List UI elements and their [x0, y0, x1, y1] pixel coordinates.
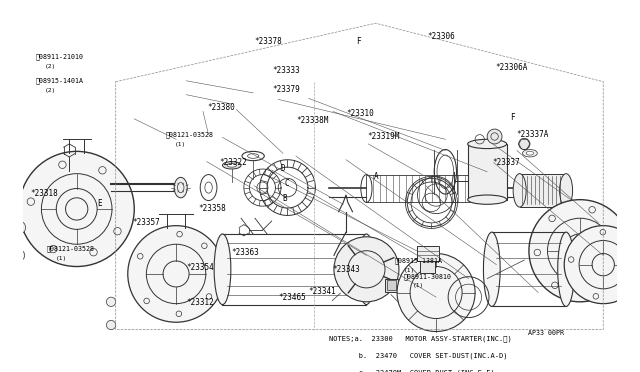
Text: *23380: *23380: [207, 103, 235, 112]
Text: Ⓦ08915-1381A: Ⓦ08915-1381A: [394, 257, 442, 264]
Text: Ⓦ08915-1401A: Ⓦ08915-1401A: [36, 78, 84, 84]
Text: NOTES;a.  23300   MOTOR ASSY-STARTER(INC.⑥): NOTES;a. 23300 MOTOR ASSY-STARTER(INC.⑥): [329, 335, 511, 342]
Circle shape: [13, 221, 26, 234]
Text: *23318: *23318: [30, 189, 58, 198]
Text: *23379: *23379: [273, 85, 300, 94]
Text: *23343: *23343: [332, 265, 360, 274]
Text: *23465: *23465: [278, 293, 306, 302]
Text: AP33 00PR: AP33 00PR: [528, 330, 564, 336]
Ellipse shape: [559, 174, 573, 207]
Text: c.  23470M  COVER DUST (INC.E,F): c. 23470M COVER DUST (INC.E,F): [329, 370, 495, 372]
Circle shape: [397, 253, 475, 331]
Text: *23306A: *23306A: [495, 63, 528, 72]
Text: Ⓝ08911-30810: Ⓝ08911-30810: [403, 273, 451, 280]
Text: *23310: *23310: [347, 109, 374, 119]
Text: *23358: *23358: [198, 205, 226, 214]
Text: Ⓑ08121-03528: Ⓑ08121-03528: [166, 131, 214, 138]
Text: (2): (2): [45, 64, 56, 69]
Text: (2): (2): [45, 88, 56, 93]
Circle shape: [487, 129, 502, 144]
Text: Ⓝ08911-21010: Ⓝ08911-21010: [36, 54, 84, 60]
Ellipse shape: [557, 232, 575, 307]
Text: *23312: *23312: [186, 298, 214, 307]
Text: *23337: *23337: [492, 158, 520, 167]
Text: *23357: *23357: [132, 218, 161, 227]
Bar: [385, 279, 398, 292]
Text: *23378: *23378: [255, 37, 282, 46]
Bar: [420, 260, 435, 273]
Ellipse shape: [214, 234, 231, 305]
Text: E: E: [97, 199, 102, 208]
Bar: [417, 246, 439, 261]
Circle shape: [529, 200, 631, 302]
Text: (1): (1): [56, 256, 67, 260]
Circle shape: [19, 151, 134, 266]
Text: F: F: [510, 113, 515, 122]
Text: (1): (1): [413, 283, 424, 288]
Text: (1): (1): [175, 141, 186, 147]
Text: Ⓑ08121-03528: Ⓑ08121-03528: [47, 246, 95, 252]
Ellipse shape: [483, 232, 500, 307]
Circle shape: [636, 269, 640, 279]
Ellipse shape: [526, 151, 534, 155]
Circle shape: [334, 237, 399, 302]
Bar: [520, 174, 566, 207]
Ellipse shape: [468, 195, 507, 204]
Circle shape: [128, 226, 225, 322]
Text: *23363: *23363: [231, 248, 259, 257]
Text: D: D: [280, 164, 285, 173]
Circle shape: [13, 250, 25, 261]
Ellipse shape: [174, 177, 188, 198]
Text: *23354: *23354: [186, 263, 214, 272]
Bar: [468, 144, 507, 200]
Text: A: A: [374, 172, 378, 181]
Text: *23322: *23322: [219, 158, 246, 167]
Text: F: F: [356, 37, 360, 46]
Ellipse shape: [358, 234, 375, 305]
Text: b.  23470   COVER SET-DUST(INC.A-D): b. 23470 COVER SET-DUST(INC.A-D): [329, 352, 508, 359]
Text: *23341: *23341: [308, 288, 336, 296]
Ellipse shape: [513, 174, 526, 207]
Bar: [367, 174, 478, 202]
Text: *23337A: *23337A: [516, 130, 548, 139]
Bar: [387, 280, 396, 290]
Text: C: C: [284, 179, 289, 187]
Ellipse shape: [227, 163, 236, 167]
Text: B: B: [282, 194, 287, 203]
Text: *23333: *23333: [273, 66, 300, 75]
Circle shape: [106, 297, 116, 307]
Text: (1): (1): [404, 267, 415, 273]
Ellipse shape: [223, 161, 241, 169]
Ellipse shape: [468, 139, 507, 148]
Circle shape: [564, 226, 640, 304]
Text: *23306: *23306: [427, 32, 455, 41]
Ellipse shape: [522, 150, 538, 157]
Circle shape: [106, 320, 116, 330]
Text: *23319M: *23319M: [367, 132, 400, 141]
Circle shape: [519, 138, 530, 150]
Text: *23338M: *23338M: [296, 116, 328, 125]
